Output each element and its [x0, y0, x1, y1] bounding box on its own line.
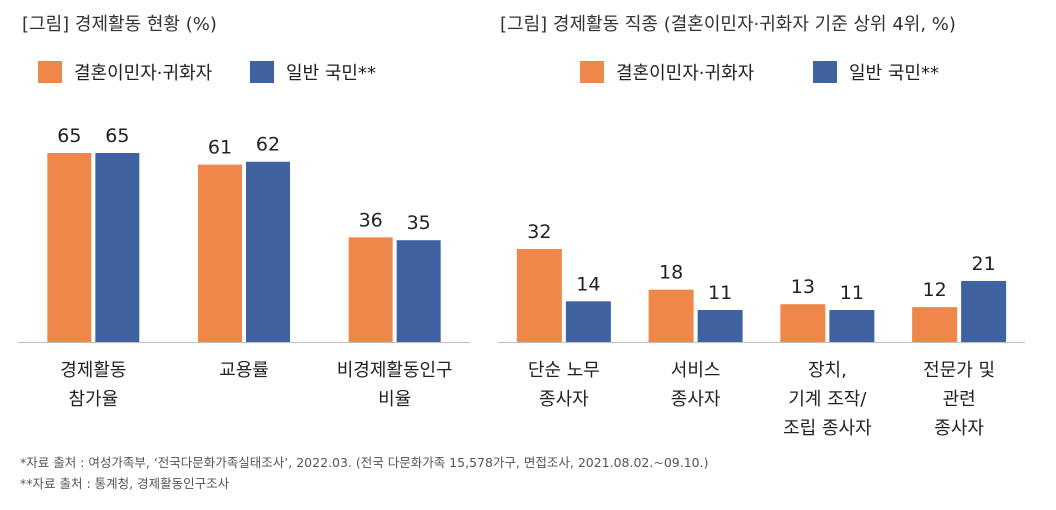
- data-label: 32: [527, 221, 551, 243]
- footnote-1: *자료 출처 : 여성가족부, ‘전국다문화가족실태조사’, 2022.03. …: [20, 455, 708, 470]
- bar-marriage-migrant-1: [47, 153, 92, 342]
- category-label: 전문가 및: [923, 360, 995, 381]
- category-label: 참가율: [68, 389, 118, 410]
- legend-swatch-2: [813, 61, 837, 83]
- category-label: 경제활동: [60, 360, 126, 381]
- category-label: 기계 조작/: [788, 389, 867, 410]
- legend-swatch-1: [580, 61, 604, 83]
- data-label: 35: [407, 212, 431, 234]
- footnote-2: **자료 출처 : 통계청, 경제활동인구조사: [20, 476, 230, 491]
- data-label: 36: [359, 209, 383, 231]
- chart-2: [그림] 경제활동 직종 (결혼이민자·귀화자 기준 상위 4위, %) 결혼이민…: [498, 14, 1025, 439]
- bar-marriage-migrant-3: [780, 304, 826, 342]
- chart-title: [그림] 경제활동 직종 (결혼이민자·귀화자 기준 상위 4위, %): [500, 14, 956, 35]
- category-label: 비경제활동인구: [337, 360, 453, 381]
- data-label: 13: [791, 276, 815, 298]
- category-label: 서비스: [671, 360, 721, 381]
- bar-general-public-3: [396, 240, 441, 342]
- legend-label-2: 일반 국민**: [849, 63, 939, 84]
- category-label: 종사자: [539, 389, 589, 410]
- data-label: 11: [840, 282, 864, 304]
- data-label: 65: [105, 125, 129, 147]
- category-label: 관련: [943, 389, 976, 410]
- bar-marriage-migrant-2: [648, 289, 694, 342]
- category-label: 교용률: [219, 360, 269, 381]
- bar-general-public-3: [829, 310, 875, 342]
- category-label: 장치,: [808, 360, 847, 381]
- bar-marriage-migrant-3: [348, 237, 393, 342]
- data-label: 11: [708, 282, 732, 304]
- data-label: 12: [923, 279, 947, 301]
- category-label: 종사자: [934, 418, 984, 439]
- bar-general-public-2: [697, 310, 743, 342]
- category-label: 종사자: [671, 389, 721, 410]
- data-label: 65: [57, 125, 81, 147]
- data-label: 14: [576, 273, 600, 295]
- legend-label-2: 일반 국민**: [286, 63, 376, 84]
- bar-general-public-1: [565, 301, 611, 342]
- bar-general-public-4: [961, 280, 1007, 342]
- data-label: 21: [972, 253, 996, 275]
- bar-marriage-migrant-1: [516, 248, 562, 342]
- legend-swatch-1: [38, 61, 62, 83]
- chart-1: [그림] 경제활동 현황 (%) 결혼이민자·귀화자 일반 국민** 65 65 경제활동…: [18, 14, 470, 410]
- bar-general-public-1: [95, 153, 140, 342]
- data-label: 61: [208, 137, 232, 159]
- category-label: 비율: [378, 389, 411, 410]
- data-label: 18: [659, 262, 683, 284]
- bar-marriage-migrant-4: [912, 307, 958, 342]
- legend-label-1: 결혼이민자·귀화자: [616, 63, 755, 84]
- chart-title: [그림] 경제활동 현황 (%): [22, 14, 217, 35]
- bar-general-public-2: [246, 161, 290, 342]
- legend-swatch-2: [250, 61, 274, 83]
- bar-marriage-migrant-2: [198, 164, 242, 342]
- data-label: 62: [256, 134, 280, 156]
- legend-label-1: 결혼이민자·귀화자: [74, 63, 213, 84]
- category-label: 조립 종사자: [783, 418, 872, 439]
- category-label: 단순 노무: [528, 360, 600, 381]
